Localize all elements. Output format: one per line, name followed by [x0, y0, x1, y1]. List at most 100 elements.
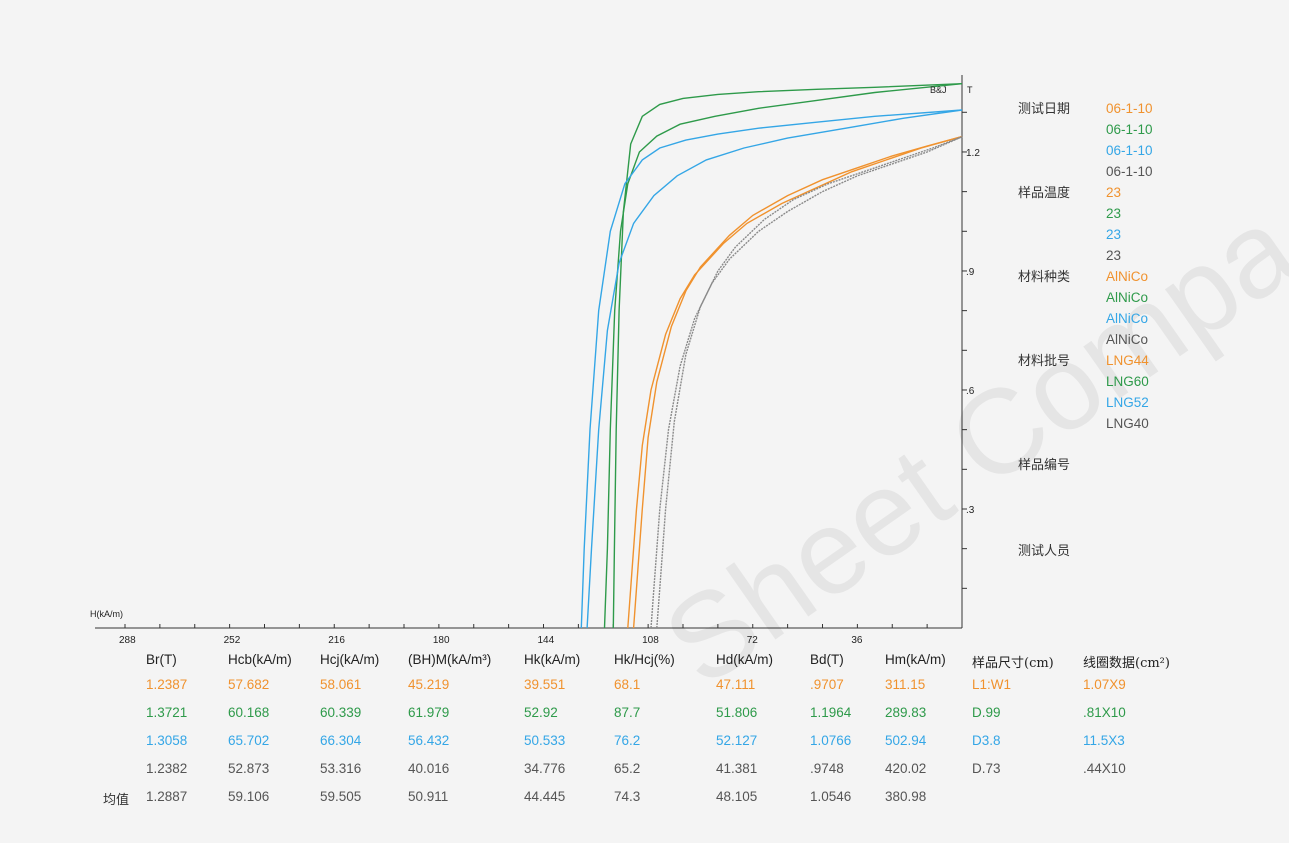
table-cell: 47.111 [716, 677, 756, 692]
info-value: AlNiCo [1106, 290, 1149, 305]
x-tick-label: 108 [642, 635, 659, 646]
info-section-label: 样品温度 [1018, 186, 1071, 201]
info-value: 23 [1106, 206, 1122, 221]
table-header-cell: Hk(kA/m) [524, 652, 581, 667]
info-value: 23 [1106, 227, 1122, 242]
info-value: 06-1-10 [1106, 143, 1153, 158]
info-value: LNG60 [1106, 374, 1149, 389]
table-cell: 41.381 [716, 761, 758, 776]
info-section-label: 测试人员 [1018, 544, 1071, 559]
x-axis-label: H(kA/m) [90, 609, 123, 619]
table-cell: 51.806 [716, 705, 758, 720]
table-header-cell: Hd(kA/m) [716, 652, 773, 667]
table-cell: 48.105 [716, 789, 758, 804]
table-cell: 40.016 [408, 761, 450, 776]
series-line-lng40 [656, 136, 963, 629]
info-value: 23 [1106, 248, 1122, 263]
table-cell: .81X10 [1083, 705, 1126, 720]
info-value: LNG44 [1106, 353, 1149, 368]
table-cell: 44.445 [524, 789, 566, 804]
table-header-cell: Hcb(kA/m) [228, 652, 292, 667]
table-cell: D.73 [972, 761, 1001, 776]
info-section-label: 材料批号 [1018, 354, 1071, 369]
table-cell: 59.505 [320, 789, 362, 804]
series-line-lng60 [603, 83, 963, 629]
table-header-cell: 线圈数据(cm²) [1083, 656, 1170, 671]
table-header-cell: Hk/Hcj(%) [614, 652, 675, 667]
table-cell: 59.106 [228, 789, 270, 804]
y-axis-unit: T [967, 85, 973, 95]
info-section-label: 测试日期 [1018, 102, 1071, 117]
table-cell: 52.127 [716, 733, 758, 748]
x-tick-label: 180 [433, 635, 450, 646]
series-line-lng60 [612, 83, 963, 629]
table-cell: 1.0546 [810, 789, 852, 804]
table-cell: 420.02 [885, 761, 927, 776]
info-section-values: AlNiCo AlNiCo AlNiCo AlNiCo [1106, 266, 1148, 350]
table-cell: 50.533 [524, 733, 566, 748]
x-tick-label: 144 [538, 635, 555, 646]
info-section-values: LNG44 LNG60 LNG52 LNG40 [1106, 350, 1149, 434]
table-cell: 58.061 [320, 677, 362, 692]
table-cell: 1.3058 [146, 733, 188, 748]
table-header-cell: (BH)M(kA/m³) [408, 652, 492, 667]
table-cell: L1:W1 [972, 677, 1012, 692]
table-cell: 1.07X9 [1083, 677, 1126, 692]
table-cell: 45.219 [408, 677, 450, 692]
table-cell: 1.2382 [146, 761, 188, 776]
table-cell: 66.304 [320, 733, 362, 748]
table-cell: 60.339 [320, 705, 362, 720]
table-header-cell: Br(T) [146, 652, 177, 667]
series-line-lng40 [650, 136, 963, 629]
info-value: LNG52 [1106, 395, 1149, 410]
x-tick-label: 252 [224, 635, 241, 646]
table-cell: 11.5X3 [1083, 733, 1125, 748]
table-cell: 311.15 [885, 677, 926, 692]
table-cell: 502.94 [885, 733, 927, 748]
table-cell: D3.8 [972, 733, 1001, 748]
x-tick-label: 288 [119, 635, 136, 646]
table-cell: 1.2387 [146, 677, 188, 692]
table-cell: 1.0766 [810, 733, 852, 748]
table-header-cell: 样品尺寸(cm) [972, 656, 1054, 671]
table-average-row: 1.2887 59.106 59.505 50.911 44.445 74.3 48.105… [0, 789, 1289, 809]
table-cell: 52.92 [524, 705, 558, 720]
info-value: 23 [1106, 185, 1122, 200]
table-cell: .9707 [810, 677, 844, 692]
average-label: 均值 [103, 793, 130, 808]
table-cell: 60.168 [228, 705, 270, 720]
table-cell: 87.7 [614, 705, 641, 720]
table-cell: 57.682 [228, 677, 270, 692]
series-line-lng44 [632, 135, 963, 629]
series-line-lng44 [627, 135, 963, 629]
table-header-cell: Hm(kA/m) [885, 652, 946, 667]
x-tick-label: 216 [328, 635, 345, 646]
table-cell: D.99 [972, 705, 1001, 720]
table-row: 1.3721 60.168 60.339 61.979 52.92 87.7 51.806 1… [0, 705, 1289, 725]
table-cell: 50.911 [408, 789, 449, 804]
table-cell: 52.873 [228, 761, 270, 776]
info-section-label: 材料种类 [1018, 270, 1071, 285]
x-tick-label: 72 [747, 635, 759, 646]
y-tick-label: 1.2 [966, 148, 980, 159]
table-cell: .44X10 [1083, 761, 1126, 776]
y-tick-label: .9 [966, 267, 975, 278]
table-cell: 289.83 [885, 705, 927, 720]
info-value: 06-1-10 [1106, 101, 1153, 116]
table-cell: 34.776 [524, 761, 566, 776]
table-cell: 65.2 [614, 761, 641, 776]
table-cell: 76.2 [614, 733, 641, 748]
table-row: 1.2387 57.682 58.061 45.219 39.551 68.1 47.111… [0, 677, 1289, 697]
info-value: 06-1-10 [1106, 164, 1153, 179]
info-section-values: 06-1-10 06-1-10 06-1-10 06-1-10 [1106, 98, 1153, 182]
table-cell: 1.2887 [146, 789, 188, 804]
table-cell: .9748 [810, 761, 844, 776]
table-cell: 39.551 [524, 677, 566, 692]
table-cell: 74.3 [614, 789, 641, 804]
table-cell: 380.98 [885, 789, 927, 804]
info-section-values: 23 23 23 23 [1106, 182, 1121, 266]
info-section-label: 样品编号 [1018, 458, 1071, 473]
info-value: AlNiCo [1106, 269, 1149, 284]
chart-curves [580, 83, 963, 629]
